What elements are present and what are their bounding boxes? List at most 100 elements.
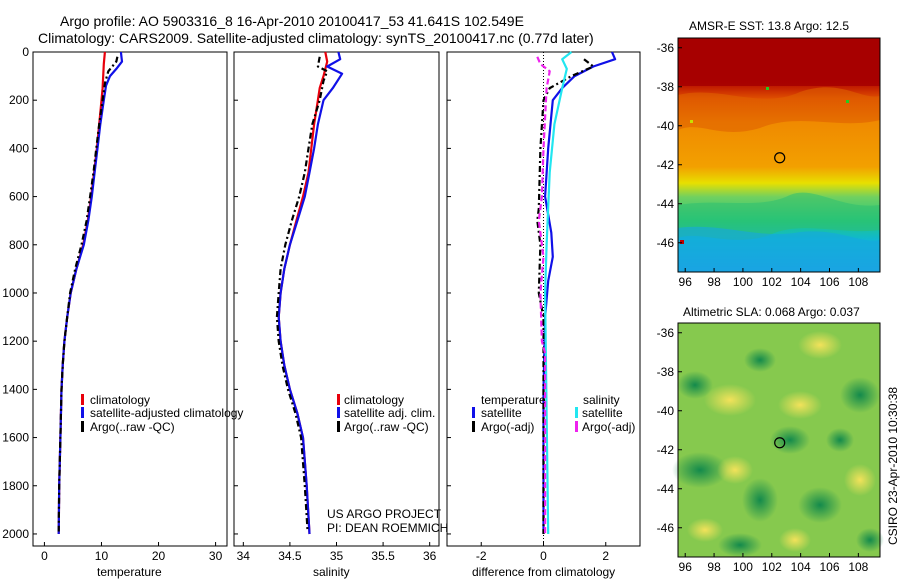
legend-label: Argo(..raw -QC) [90, 420, 175, 434]
y-tick-label: 1400 [2, 382, 29, 396]
legend-label: climatology [344, 393, 404, 407]
legend-swatch-temp-satellite [472, 407, 475, 418]
difference-x-label: difference from climatology [472, 565, 615, 579]
y-tick-label: -46 [657, 236, 675, 250]
legend-title-salinity: salinity [583, 393, 620, 407]
x-tick-label: 96 [679, 275, 693, 289]
y-tick-label: -44 [657, 482, 675, 496]
x-tick-label: 100 [733, 560, 753, 574]
y-tick-label: -38 [657, 365, 675, 379]
legend-label: satellite adj. clim. [344, 406, 435, 420]
legend-swatch-satellite [81, 407, 84, 418]
x-tick-label: 100 [733, 275, 753, 289]
sst-map [677, 37, 881, 273]
series-line [57, 56, 119, 532]
x-tick-label: 102 [762, 560, 782, 574]
project-label: US ARGO PROJECT [327, 507, 442, 521]
legend-swatch-argo [337, 421, 340, 432]
x-tick-label: 35 [330, 549, 344, 563]
y-tick-label: 400 [9, 141, 29, 155]
temperature-panel [32, 51, 228, 547]
x-tick-label: 102 [762, 275, 782, 289]
header-line-2: Climatology: CARS2009. Satellite-adjuste… [38, 30, 594, 46]
legend-label: satellite [582, 406, 623, 420]
legend-label: Argo(-adj) [582, 420, 635, 434]
sla-argo-marker [774, 437, 786, 449]
sst-argo-marker [774, 152, 786, 164]
sst-map-title: AMSR-E SST: 13.8 Argo: 12.5 [689, 19, 849, 33]
sla-map-axes: 96 98 100 102 104 106 108 -36 -38 -40 -42 -44 -46 [657, 326, 869, 574]
y-tick-label: 1800 [2, 479, 29, 493]
difference-profiles [536, 51, 617, 535]
y-tick-label: -36 [657, 41, 675, 55]
x-tick-label: 0 [540, 549, 547, 563]
y-tick-label: -42 [657, 443, 675, 457]
x-tick-label: 35.5 [371, 549, 395, 563]
legend-swatch-climatology [81, 394, 84, 405]
x-tick-label: 30 [209, 549, 223, 563]
y-tick-label: 0 [22, 45, 29, 59]
x-tick-label: 10 [95, 549, 109, 563]
x-tick-label: 98 [707, 275, 721, 289]
series-line [275, 56, 329, 532]
legend-swatch-satellite [337, 407, 340, 418]
y-tick-label: 1000 [2, 286, 29, 300]
legend-swatch-sal-satellite [575, 407, 578, 418]
y-tick-label: 2000 [2, 527, 29, 541]
series-line [536, 58, 595, 534]
y-tick-label: 200 [9, 93, 29, 107]
series-line [277, 51, 329, 535]
x-tick-label: 104 [791, 275, 811, 289]
x-tick-label: 34 [237, 549, 251, 563]
x-tick-label: 98 [707, 560, 721, 574]
x-tick-label: 108 [848, 560, 868, 574]
x-tick-label: 0 [41, 549, 48, 563]
legend-swatch-climatology [337, 394, 340, 405]
series-line [57, 51, 124, 535]
y-tick-label: 600 [9, 190, 29, 204]
y-tick-label: 800 [9, 238, 29, 252]
x-tick-label: 106 [819, 275, 839, 289]
y-tick-label: 1200 [2, 334, 29, 348]
x-tick-label: 2 [602, 549, 609, 563]
salinity-profiles [275, 51, 344, 535]
legend-swatch-sal-argo [575, 421, 578, 432]
sla-map [672, 322, 884, 558]
sst-map-axes: 96 98 100 102 104 106 108 -36 -38 -40 -42 -44 -46 [657, 41, 869, 289]
legend-swatch-temp-argo [472, 421, 475, 432]
salinity-x-ticks: 34 34.5 35 35.5 36 [237, 542, 437, 563]
series-line [57, 51, 106, 535]
difference-legend: temperature salinity satellite Argo(-adj… [472, 393, 635, 434]
series-line [543, 51, 573, 535]
temperature-x-label: temperature [97, 565, 162, 579]
salinity-panel [233, 51, 440, 547]
y-tick-label: -46 [657, 521, 675, 535]
x-tick-label: 34.5 [278, 549, 302, 563]
argo-position-marker [774, 437, 786, 449]
y-tick-label: -38 [657, 80, 675, 94]
y-tick-label: -42 [657, 158, 675, 172]
y-tick-label: -40 [657, 119, 675, 133]
series-line [536, 56, 551, 534]
legend-title-temperature: temperature [481, 393, 546, 407]
x-tick-label: 36 [423, 549, 437, 563]
y-tick-label: 1600 [2, 431, 29, 445]
x-tick-label: 108 [848, 275, 868, 289]
legend-label: Argo(-adj) [481, 420, 534, 434]
temperature-legend: climatology satellite-adjusted climatolo… [81, 393, 243, 434]
temperature-profiles [57, 51, 124, 535]
y-tick-label: -40 [657, 404, 675, 418]
x-tick-label: 104 [791, 560, 811, 574]
legend-label: satellite-adjusted climatology [90, 406, 243, 420]
sla-map-title: Altimetric SLA: 0.068 Argo: 0.037 [683, 305, 860, 319]
pi-label: PI: DEAN ROEMMICH [327, 521, 448, 535]
salinity-legend: climatology satellite adj. clim. Argo(..… [337, 393, 435, 434]
legend-label: satellite [481, 406, 522, 420]
salinity-x-label: salinity [313, 565, 350, 579]
legend-label: Argo(..raw -QC) [344, 420, 429, 434]
x-tick-label: -2 [476, 549, 487, 563]
legend-swatch-argo [81, 421, 84, 432]
y-tick-label: -44 [657, 197, 675, 211]
y-tick-label: -36 [657, 326, 675, 340]
